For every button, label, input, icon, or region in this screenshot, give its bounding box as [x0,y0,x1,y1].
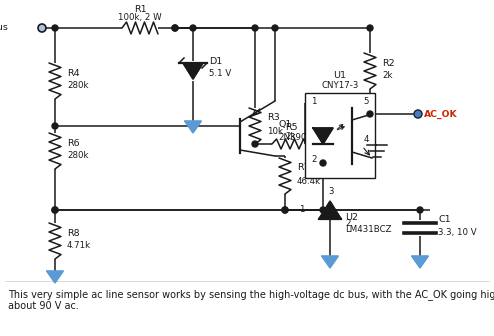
Text: 1: 1 [311,96,317,106]
Circle shape [282,207,288,213]
Text: 2: 2 [311,156,317,165]
Text: DC bus: DC bus [0,24,8,33]
Text: LM431BCZ: LM431BCZ [345,225,392,235]
Circle shape [272,25,278,31]
Polygon shape [412,256,428,268]
Polygon shape [46,271,63,283]
Circle shape [172,25,178,31]
Text: R2: R2 [382,58,395,68]
Circle shape [320,160,326,166]
Circle shape [52,207,58,213]
Text: about 90 V ac.: about 90 V ac. [8,301,79,311]
Circle shape [282,207,288,213]
Circle shape [190,25,196,31]
Circle shape [367,25,373,31]
Circle shape [52,207,58,213]
Text: 5: 5 [364,96,369,106]
Circle shape [320,207,326,213]
Text: 2k: 2k [382,72,393,81]
Circle shape [52,123,58,129]
Text: Q1: Q1 [278,120,291,128]
Text: R3: R3 [267,114,280,123]
Text: R1: R1 [134,5,146,14]
Text: 3: 3 [328,187,333,196]
Text: 2N3906: 2N3906 [278,133,312,142]
Text: 10k: 10k [267,126,283,135]
Text: 4.71k: 4.71k [67,242,91,251]
Text: CNY17-3: CNY17-3 [321,81,359,89]
Text: 5.1 V: 5.1 V [209,70,231,79]
Circle shape [252,25,258,31]
Text: 4: 4 [364,135,369,144]
Text: R6: R6 [67,138,80,148]
Bar [305,93,375,178]
Circle shape [252,141,258,147]
Circle shape [367,111,373,117]
Text: 100k, 2 W: 100k, 2 W [118,13,162,22]
Text: 3.3, 10 V: 3.3, 10 V [438,228,477,238]
Text: R7: R7 [297,164,310,172]
Text: R5: R5 [285,123,297,132]
Circle shape [172,25,178,31]
Text: AC_OK: AC_OK [424,110,457,119]
Text: 2k: 2k [285,132,295,141]
Circle shape [39,25,45,32]
Circle shape [414,110,422,118]
Text: D1: D1 [209,56,222,66]
Text: R8: R8 [67,228,80,238]
Text: This very simple ac line sensor works by sensing the high-voltage dc bus, with t: This very simple ac line sensor works by… [8,289,494,300]
Polygon shape [185,121,202,133]
Text: U1: U1 [333,71,346,80]
Circle shape [327,207,333,213]
Polygon shape [319,201,341,219]
Text: 46.4k: 46.4k [297,176,321,185]
Circle shape [52,25,58,31]
Polygon shape [183,63,203,79]
Polygon shape [322,256,338,268]
Text: 2: 2 [345,219,351,228]
Text: 280k: 280k [67,82,88,90]
Text: R4: R4 [67,69,80,78]
Circle shape [417,207,423,213]
Text: 280k: 280k [67,152,88,161]
Text: C1: C1 [438,215,451,224]
Text: U2: U2 [345,213,358,222]
Text: 1: 1 [299,206,305,214]
Polygon shape [313,128,333,144]
